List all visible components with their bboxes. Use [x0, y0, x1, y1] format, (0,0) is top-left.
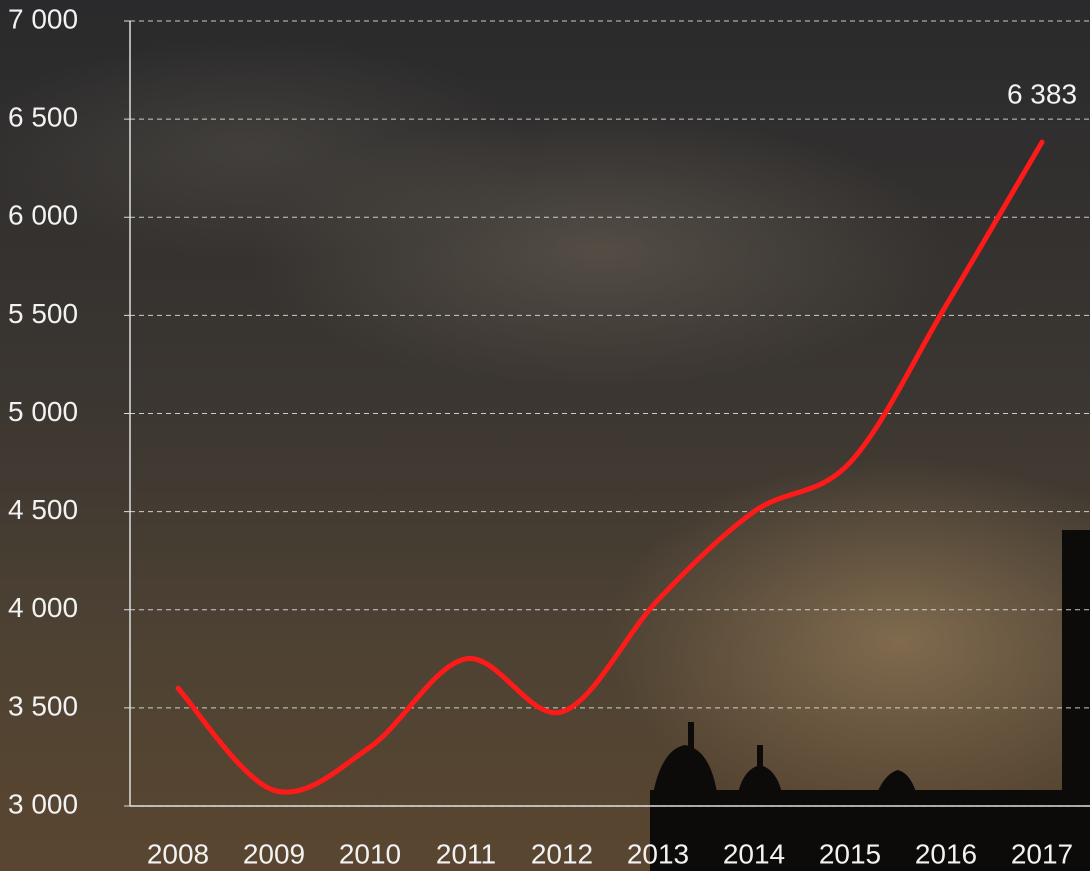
y-tick-label: 3 500: [8, 690, 78, 721]
x-tick-label: 2008: [147, 838, 209, 869]
y-tick-label: 5 500: [8, 298, 78, 329]
x-tick-label: 2011: [436, 838, 496, 869]
y-tick-label: 5 000: [8, 396, 78, 427]
x-tick-label: 2009: [243, 838, 305, 869]
x-tick-label: 2014: [723, 838, 785, 869]
data-label: 6 383: [1007, 78, 1077, 109]
chart: 3 000 3 500 4 000 4 500 5 000 5 500 6 000 6 500…: [0, 0, 1090, 871]
x-tick-label: 2015: [819, 838, 881, 869]
y-tick-label: 4 500: [8, 494, 78, 525]
x-tick-label: 2012: [531, 838, 593, 869]
x-tick-label: 2013: [627, 838, 689, 869]
skyline-silhouette: [650, 530, 1090, 871]
x-tick-label: 2016: [915, 838, 977, 869]
y-tick-label: 3 000: [8, 788, 78, 819]
line-series: [178, 142, 1042, 792]
y-tick-label: 6 500: [8, 102, 78, 133]
x-tick-label: 2017: [1011, 838, 1073, 869]
y-tick-label: 7 000: [8, 3, 78, 34]
y-tick-label: 6 000: [8, 200, 78, 231]
page: 3 000 3 500 4 000 4 500 5 000 5 500 6 000 6 500…: [0, 0, 1090, 871]
y-tick-label: 4 000: [8, 592, 78, 623]
x-tick-label: 2010: [339, 838, 401, 869]
